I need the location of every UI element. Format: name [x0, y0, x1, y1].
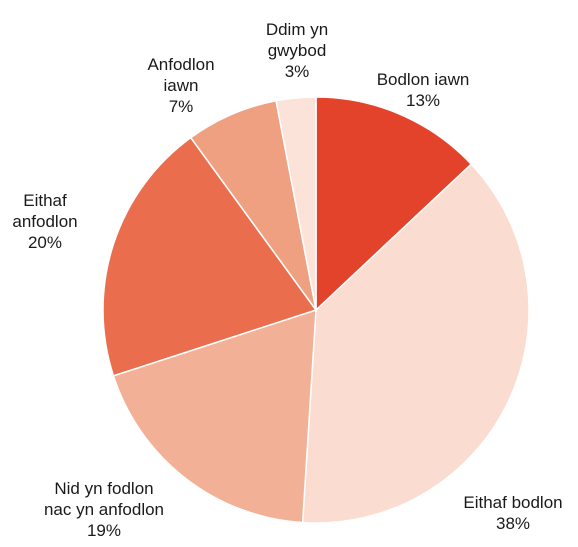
slice-label-ddim-yn-gwybod: Ddim yn gwybod 3% — [266, 19, 328, 82]
slice-label-anfodlon-iawn: Anfodlon iawn 7% — [147, 54, 214, 117]
slice-label-name-line-2: iawn — [163, 76, 199, 95]
pie-slice-eithaf-anfodlon — [102, 136, 318, 377]
slice-label-name-line-1: Eithaf — [23, 191, 67, 210]
slice-label-value: 7% — [168, 97, 194, 116]
slice-label-eithaf-bodlon: Eithaf bodlon 38% — [463, 492, 562, 534]
pie-slice-ddim-yn-gwybod — [275, 96, 317, 311]
slice-label-value: 38% — [495, 514, 531, 533]
slice-label-value: 19% — [86, 521, 122, 540]
slice-label-bodlon-iawn: Bodlon iawn 13% — [377, 69, 470, 111]
slice-label-name-line-1: Ddim yn — [265, 20, 329, 39]
pie-slice-bodlon-iawn — [315, 96, 473, 312]
slice-label-nid-yn-fodlon: Nid yn fodlon nac yn anfodlon 19% — [44, 478, 164, 541]
slice-label-value: 20% — [27, 233, 63, 252]
pie-slice-nid-yn-fodlon-nac-yn-anfodlon — [112, 308, 317, 524]
slice-label-name: Eithaf bodlon — [463, 493, 563, 512]
slice-label-value: 13% — [405, 91, 441, 110]
slice-label-name-line-2: anfodlon — [12, 212, 78, 231]
slice-label-name-line-2: nac yn anfodlon — [43, 500, 165, 519]
slice-label-name-line-1: Nid yn fodlon — [54, 479, 154, 498]
slice-label-value: 3% — [284, 62, 310, 81]
slice-label-eithaf-anfodlon: Eithaf anfodlon 20% — [12, 190, 77, 253]
slice-label-name: Bodlon iawn — [376, 70, 470, 89]
pie-slice-eithaf-bodlon — [301, 163, 530, 524]
slice-label-name-line-2: gwybod — [267, 41, 327, 60]
slice-label-name-line-1: Anfodlon — [147, 55, 215, 74]
